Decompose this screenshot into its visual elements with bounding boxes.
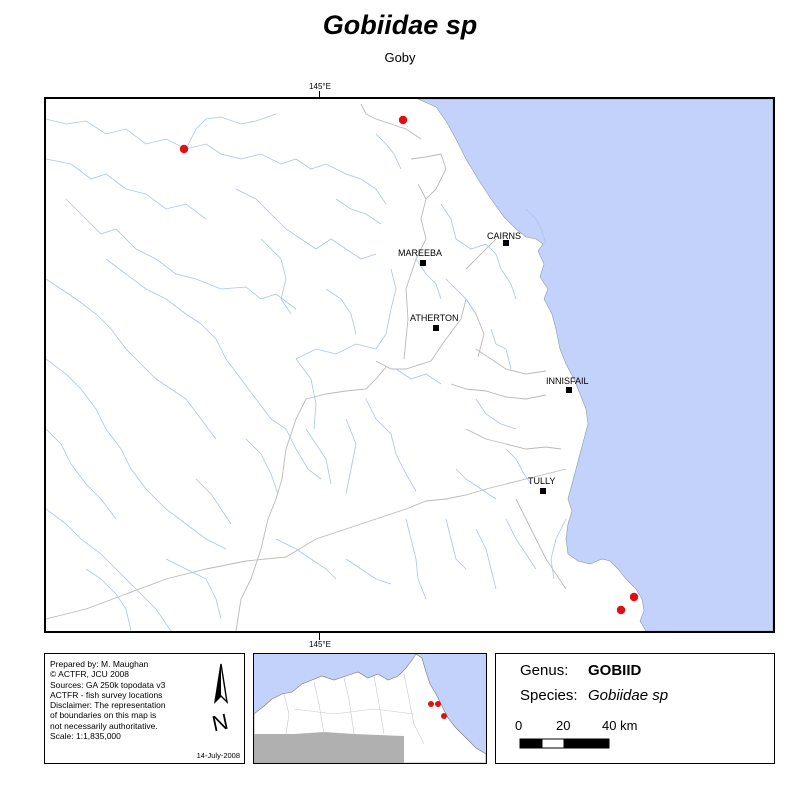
north-arrow-icon: N <box>210 663 231 734</box>
town-label-innisfail: INNISFAIL <box>546 376 589 386</box>
record-point <box>616 605 626 615</box>
longitude-label-top: 145°E <box>309 82 331 91</box>
map-credits: Prepared by: M. Maughan © ACTFR, JCU 200… <box>50 659 190 741</box>
credit-line: Sources: GA 250k topodata v3 <box>50 679 166 690</box>
map-title: Gobiidae sp <box>322 10 478 40</box>
towns: CAIRNS MAREEBA ATHERTON INNISFAIL TULLY <box>398 231 589 494</box>
scale-label-40: 40 km <box>602 718 638 733</box>
credit-line: Disclaimer: The representation <box>50 700 166 711</box>
species-row: Species: Gobiidae sp <box>520 687 668 704</box>
credit-line: © ACTFR, JCU 2008 <box>50 669 130 680</box>
scale-label-0: 0 <box>515 718 523 733</box>
credit-line: ACTFR - fish survey locations <box>50 689 163 700</box>
species-value: Gobiidae sp <box>588 687 669 704</box>
genus-value: GOBIID <box>588 662 642 679</box>
credit-line: not necessarily authoritative. <box>50 720 158 731</box>
town-marker-innisfail <box>566 387 572 393</box>
credit-line: Prepared by: M. Maughan <box>50 659 149 669</box>
town-marker-cairns <box>503 240 509 246</box>
inset-land-other <box>254 732 404 763</box>
main-map: CAIRNS MAREEBA ATHERTON INNISFAIL TULLY <box>44 97 775 633</box>
scale-bar <box>519 738 610 749</box>
north-letter: N <box>210 709 231 734</box>
town-label-atherton: ATHERTON <box>410 313 459 323</box>
record-point <box>629 592 639 602</box>
rivers <box>46 113 567 631</box>
town-label-tully: TULLY <box>528 476 555 486</box>
scale-label-20: 20 <box>556 718 571 733</box>
catchment-boundaries <box>46 103 567 631</box>
credit-line: of boundaries on this map is <box>50 710 157 721</box>
town-marker-mareeba <box>420 260 426 266</box>
credit-line: Scale: 1:1,835,000 <box>50 731 121 742</box>
species-records <box>179 115 639 615</box>
record-point <box>179 144 189 154</box>
map-date: 14-July-2008 <box>196 751 240 760</box>
genus-label: Genus: <box>520 662 569 679</box>
genus-row: Genus: GOBIID <box>520 662 641 679</box>
main-map-svg: CAIRNS MAREEBA ATHERTON INNISFAIL TULLY <box>46 99 773 631</box>
town-label-cairns: CAIRNS <box>487 231 521 241</box>
inset-record-point <box>428 701 434 707</box>
species-legend: Genus: GOBIID Species: Gobiidae sp 0 20 40… <box>495 653 775 764</box>
inset-record-point <box>441 713 447 719</box>
inset-map-svg <box>254 654 486 763</box>
species-label: Species: <box>520 687 578 704</box>
town-marker-atherton <box>433 325 439 331</box>
map-info-panel: Prepared by: M. Maughan © ACTFR, JCU 200… <box>44 653 245 764</box>
longitude-tick-top <box>319 91 320 98</box>
town-marker-tully <box>540 488 546 494</box>
inset-record-point <box>435 701 441 707</box>
coral-sea <box>417 99 773 631</box>
inset-map <box>253 653 487 764</box>
longitude-tick-bottom <box>319 633 320 640</box>
town-label-mareeba: MAREEBA <box>398 248 442 258</box>
longitude-label-bottom: 145°E <box>309 640 331 649</box>
record-point <box>398 115 408 125</box>
map-subtitle: Goby <box>384 50 416 65</box>
